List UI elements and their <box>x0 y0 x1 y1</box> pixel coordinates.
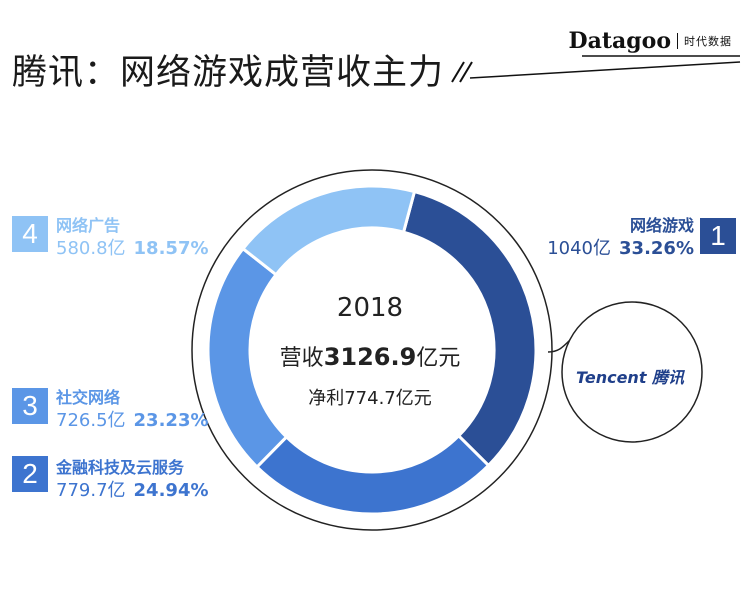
brand-logo: Datagoo 时代数据 <box>569 28 732 54</box>
segment-percent-social: 23.23% <box>133 410 209 431</box>
segment-percent-games: 33.26% <box>619 238 694 259</box>
brand-name: Datagoo <box>568 28 671 54</box>
brand-divider <box>677 33 678 49</box>
center-revenue-unit: 亿元 <box>416 346 461 371</box>
donut-segment-ads <box>240 184 417 277</box>
rank-badge-social: 3 <box>12 388 48 424</box>
header-rule-bottom <box>469 61 741 79</box>
header-slash-2 <box>459 61 473 83</box>
donut-chart <box>206 184 538 516</box>
segment-amount-games: 1040亿 <box>547 238 612 259</box>
segment-name-social: 社交网络 <box>56 388 121 407</box>
brand-subtitle: 时代数据 <box>684 35 732 48</box>
segment-percent-fintech: 24.94% <box>133 480 209 501</box>
center-revenue: 营收3126.9亿元 <box>250 340 490 372</box>
center-year: 2018 <box>336 293 404 323</box>
segment-name-ads: 网络广告 <box>56 216 121 235</box>
segment-amount-ads: 580.8亿 <box>56 238 126 259</box>
center-net-profit: 净利774.7亿元 <box>308 388 432 409</box>
tencent-logo: Tencent 腾讯 <box>576 368 685 387</box>
segment-name-fintech: 金融科技及云服务 <box>56 458 185 477</box>
segment-amount-social: 726.5亿 <box>56 410 126 431</box>
logo-bubble <box>561 301 703 443</box>
donut-segment-fintech <box>254 433 491 516</box>
segment-value-ads: 580.8亿 18.57% <box>56 234 209 260</box>
center-revenue-value: 3126.9 <box>323 343 417 371</box>
donut-segment-games <box>401 189 538 468</box>
segment-name-games: 网络游戏 <box>629 216 694 235</box>
segment-percent-ads: 18.57% <box>133 238 209 259</box>
header-slash-1 <box>451 61 465 83</box>
center-revenue-prefix: 营收 <box>279 346 324 371</box>
rank-badge-ads: 4 <box>12 216 48 252</box>
segment-amount-fintech: 779.7亿 <box>56 480 126 501</box>
outer-ring <box>191 169 553 531</box>
segment-value-games: 1040亿 33.26% <box>547 234 694 260</box>
segment-value-fintech: 779.7亿 24.94% <box>56 476 209 502</box>
rank-badge-games: 1 <box>700 218 736 254</box>
page-title: 腾讯：网络游戏成营收主力 <box>12 53 445 93</box>
rank-badge-fintech: 2 <box>12 456 48 492</box>
segment-value-social: 726.5亿 23.23% <box>56 406 209 432</box>
